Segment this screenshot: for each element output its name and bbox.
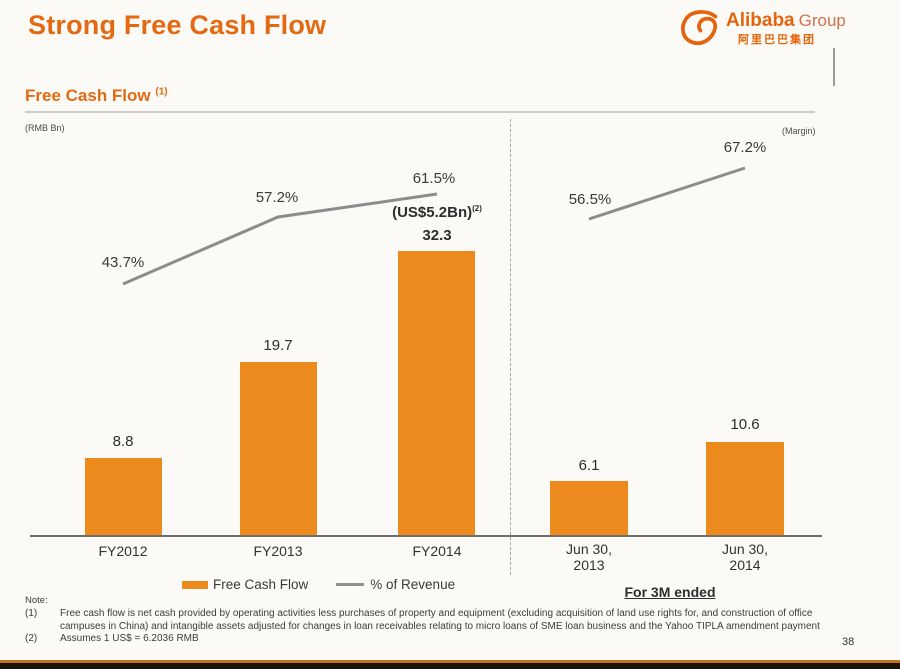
section-heading-footnote: (1) [155, 86, 168, 98]
footnote-number: (1) [25, 608, 38, 619]
x-label-jun30-2013-line1: Jun 30, [566, 541, 612, 557]
right-axis-unit: (Margin) [782, 126, 816, 136]
x-label-fy2014: FY2014 [412, 543, 462, 559]
pct-label-fy2012: 43.7% [101, 254, 145, 271]
section-heading: Free Cash Flow (1) [25, 86, 168, 106]
legend-line-label: % of Revenue [370, 577, 456, 592]
logo-brand: Alibaba [726, 10, 795, 31]
pct-label-fy2014: 61.5% [412, 170, 456, 187]
value-label-fy2014: 32.3 [422, 227, 452, 244]
footnotes: Note: (1) Free cash flow is net cash pro… [25, 595, 843, 646]
for-3m-ended-label: For 3M ended [624, 584, 716, 600]
bottom-dark-bar [0, 663, 900, 669]
x-label-jun30-2013-line2: 2013 [573, 557, 605, 573]
alibaba-logo: Alibaba Group 阿里巴巴集团 [676, 6, 886, 52]
footnotes-heading: Note: [25, 595, 48, 606]
usd-annotation-footnote: (2) [472, 204, 482, 213]
legend-bar-swatch-icon [182, 580, 208, 589]
pct-label-jun30-2014: 67.2% [723, 139, 767, 156]
page-number: 38 [842, 636, 855, 648]
bottom-orange-rule [0, 660, 900, 663]
x-label-jun30-2014: Jun 30, 2014 [690, 541, 800, 573]
bar-fy2014 [398, 251, 475, 535]
bar-fy2012 [85, 458, 162, 535]
x-axis-line [30, 535, 822, 537]
x-label-jun30-2014-line1: Jun 30, [722, 541, 768, 557]
footnote-text: Free cash flow is net cash provided by o… [60, 608, 820, 632]
bar-fy2013 [240, 362, 317, 535]
logo-text: Alibaba Group [726, 10, 846, 32]
heading-rule [25, 111, 815, 113]
pct-label-fy2013: 57.2% [255, 189, 299, 206]
value-label-jun30-2013: 6.1 [578, 457, 600, 474]
x-label-fy2012: FY2012 [98, 543, 148, 559]
value-label-fy2012: 8.8 [112, 433, 134, 450]
section-divider-dashed-line [510, 119, 511, 575]
legend-bar-label: Free Cash Flow [213, 577, 309, 592]
value-label-jun30-2014: 10.6 [730, 416, 760, 433]
chart-legend: Free Cash Flow % of Revenue [182, 577, 455, 592]
left-axis-unit: (RMB Bn) [25, 123, 65, 133]
bar-jun30-2013 [550, 481, 628, 535]
x-label-jun30-2014-line2: 2014 [729, 557, 761, 573]
logo-suffix: Group [798, 11, 846, 30]
footnote-item-2: (2) Assumes 1 US$ = 6.2036 RMB [25, 633, 843, 646]
bar-jun30-2014 [706, 442, 784, 535]
footnote-text: Assumes 1 US$ = 6.2036 RMB [60, 633, 199, 644]
pct-label-jun30-2013: 56.5% [568, 191, 612, 208]
footnote-number: (2) [25, 633, 38, 644]
slide-title: Strong Free Cash Flow [28, 10, 327, 40]
footnote-item-1: (1) Free cash flow is net cash provided … [25, 608, 843, 633]
alibaba-logo-icon [676, 8, 728, 53]
legend-line-swatch-icon [336, 583, 365, 586]
x-label-jun30-2013: Jun 30, 2013 [534, 541, 644, 573]
vertical-tick-artifact [833, 48, 835, 86]
value-label-fy2013: 19.7 [263, 337, 293, 354]
usd-annotation: (US$5.2Bn)(2) [372, 204, 502, 221]
section-heading-text: Free Cash Flow [25, 86, 151, 105]
x-label-fy2013: FY2013 [253, 543, 303, 559]
logo-chinese-text: 阿里巴巴集团 [738, 34, 816, 46]
usd-annotation-text: (US$5.2Bn) [392, 204, 473, 221]
